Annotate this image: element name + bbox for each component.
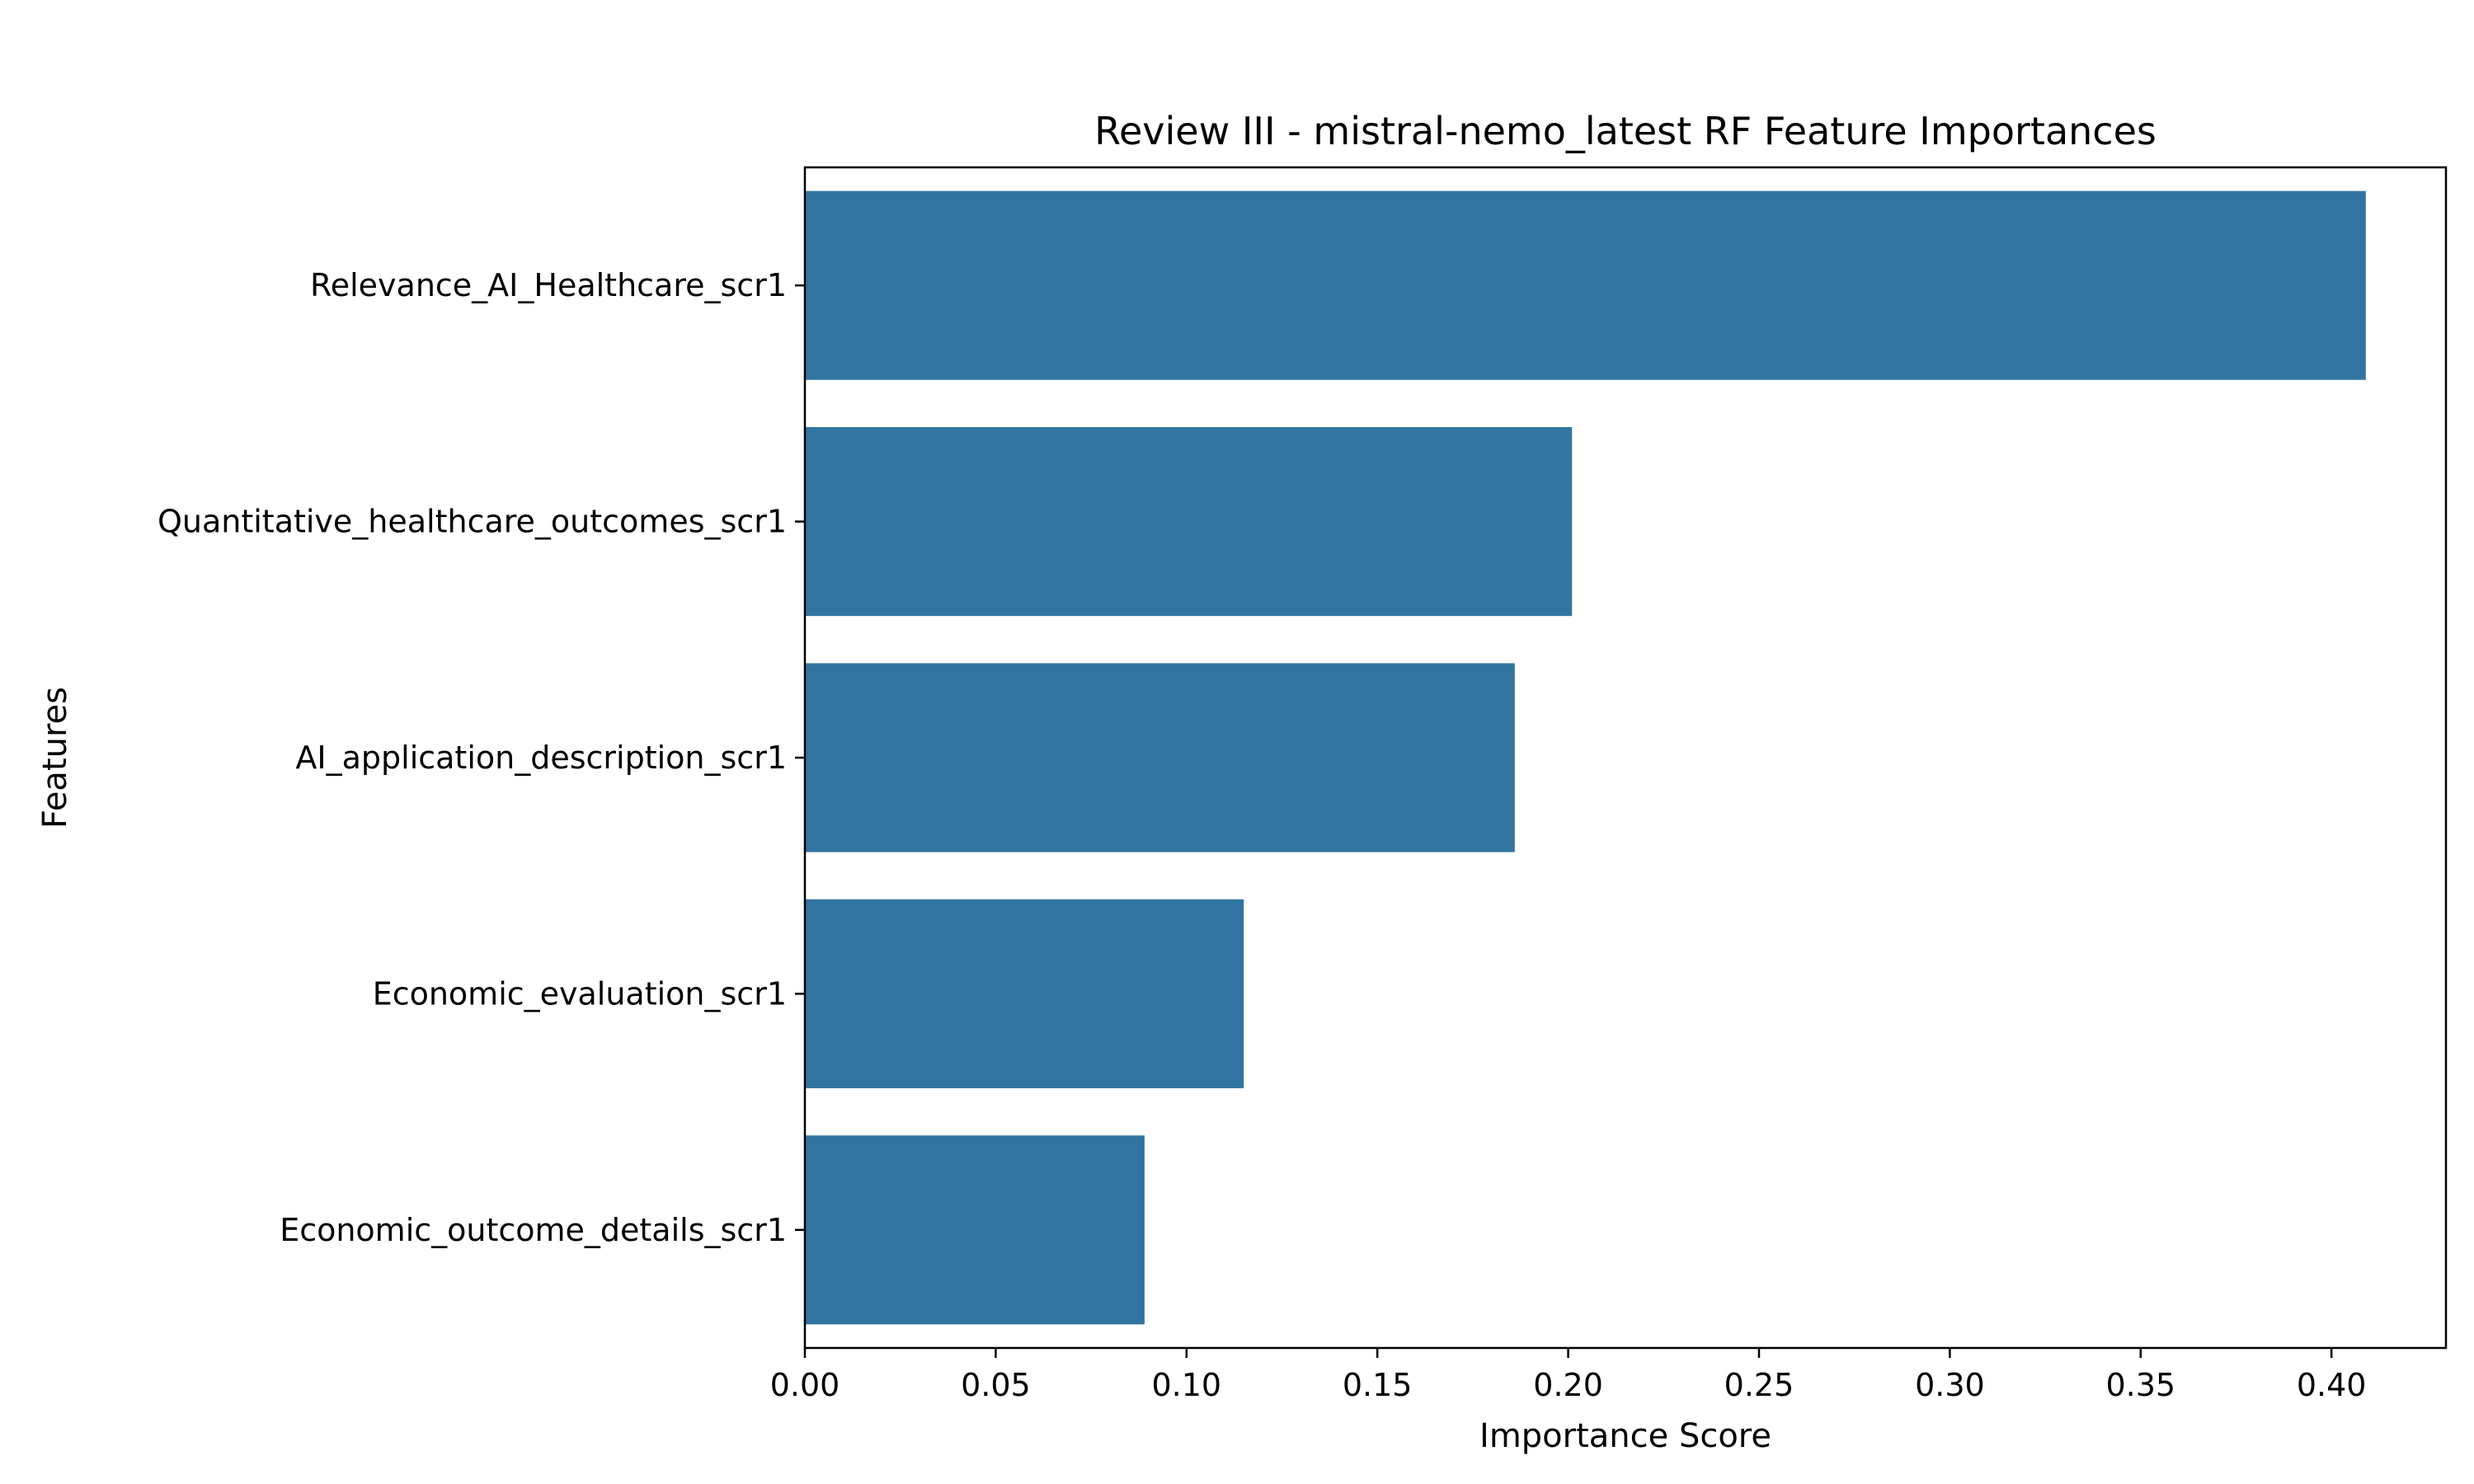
y-tick-label: Relevance_AI_Healthcare_scr1: [310, 267, 787, 303]
x-tick-label: 0.40: [2297, 1367, 2367, 1403]
bar-4: [805, 1135, 1145, 1325]
x-tick-label: 0.25: [1724, 1367, 1794, 1403]
x-axis-label: Importance Score: [1479, 1417, 1771, 1455]
x-tick-label: 0.00: [770, 1367, 840, 1403]
x-tick-label: 0.05: [961, 1367, 1031, 1403]
plot-frame: [803, 166, 2448, 1350]
y-tick-label: Economic_evaluation_scr1: [373, 975, 787, 1012]
chart-title: Review III - mistral-nemo_latest RF Feat…: [1094, 109, 2157, 153]
x-tick-label: 0.30: [1915, 1367, 1985, 1403]
x-tick-label: 0.15: [1343, 1367, 1413, 1403]
y-tick-label: Economic_outcome_details_scr1: [280, 1212, 787, 1248]
x-tick-label: 0.35: [2105, 1367, 2175, 1403]
x-tick-label: 0.10: [1151, 1367, 1221, 1403]
bar-0: [805, 190, 2366, 380]
y-axis-ticks: Relevance_AI_Healthcare_scr1 Quantitative…: [158, 267, 805, 1248]
bar-3: [805, 899, 1244, 1088]
x-tick-label: 0.20: [1533, 1367, 1603, 1403]
y-tick-label: Quantitative_healthcare_outcomes_scr1: [158, 504, 787, 540]
bar-2: [805, 663, 1515, 852]
x-axis-ticks: 0.00 0.05 0.10 0.15 0.20 0.25 0.30 0.35 0.40: [770, 1348, 2367, 1403]
bars-layer: [805, 190, 2366, 1325]
y-tick-label: AI_application_description_scr1: [295, 740, 787, 776]
bar-1: [805, 427, 1573, 617]
y-axis-label: Features: [36, 687, 74, 829]
